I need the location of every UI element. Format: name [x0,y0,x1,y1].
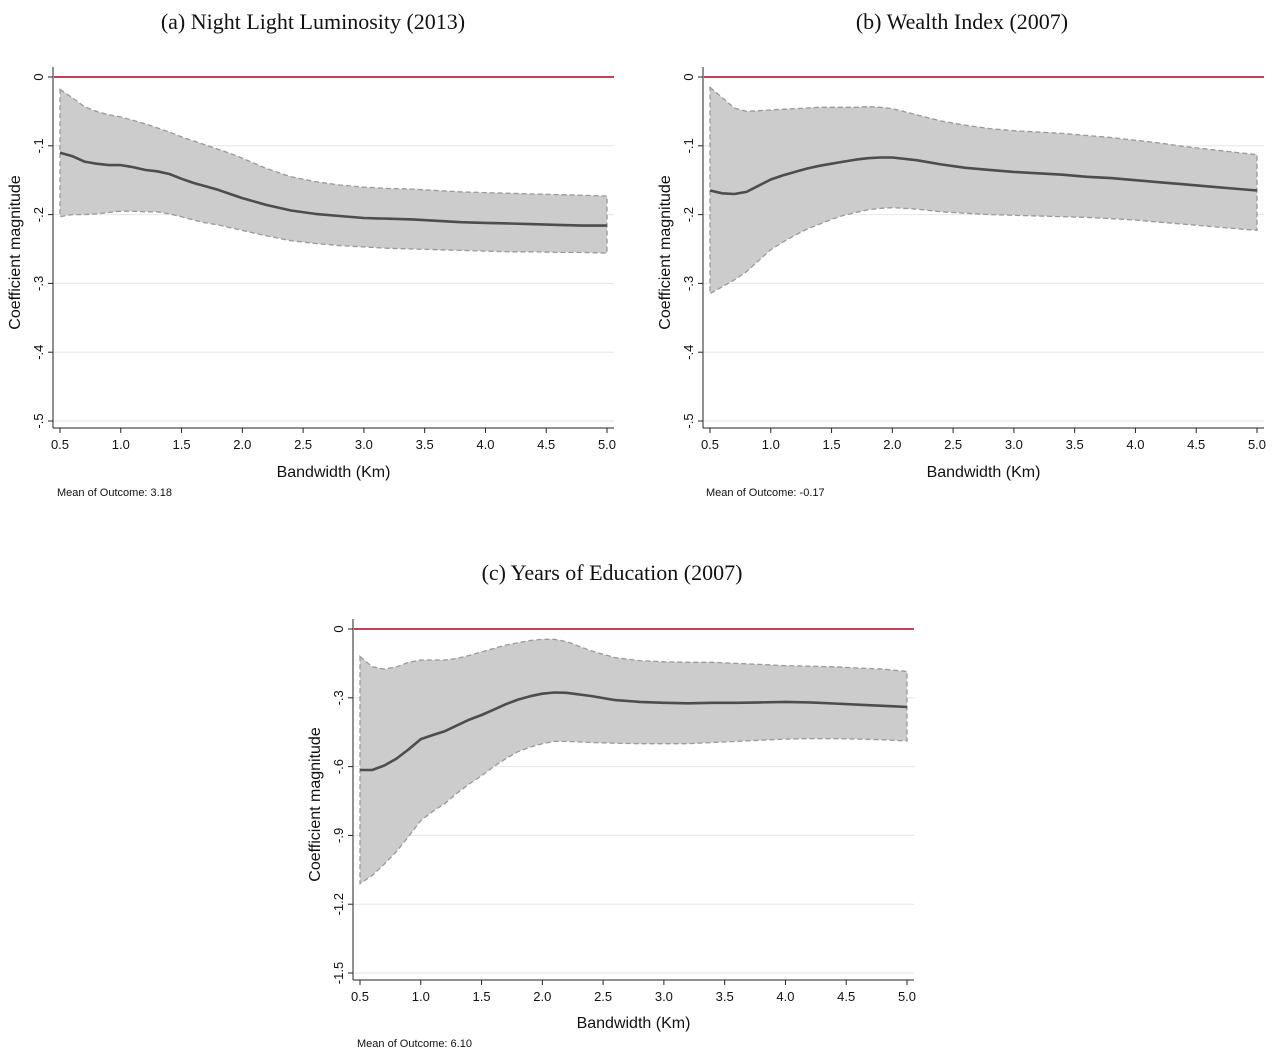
panel-b-y-axis-label: Coefficient magnitude [657,175,674,330]
panel-c-x-tick-label: 1.5 [473,989,491,1004]
panel-a-x-tick-label: 1.0 [112,437,130,452]
panel-b-x-tick-label: 3.0 [1005,437,1023,452]
panel-c-x-tick-label: 0.5 [351,989,369,1004]
panel-a-y-tick-label: -.2 [31,207,46,222]
panel-a-estimate-line [59,151,607,227]
panel-c-x-tick-label: 2.5 [594,989,612,1004]
panel-b-chart: (b) Wealth Index (2007) 0 -.1 -.2 -.3 -.4 -.5 0… [657,9,1266,499]
panel-c-x-tick-label: 1.0 [412,989,430,1004]
panel-a-y-tick-label: -.1 [31,138,46,153]
panel-c-chart: (c) Years of Education (2007) 0 -.3 -.6 -.9 -… [307,560,916,1050]
panel-b-y-tick-label: -.4 [681,345,696,360]
panel-b-x-tick-label: 4.5 [1187,437,1205,452]
panel-c-x-tick-label: 2.0 [533,989,551,1004]
panel-c-estimate-line [360,691,908,772]
panel-a-note: Mean of Outcome: 3.18 [57,487,172,499]
panel-c-y-tick-label: -.3 [331,690,346,705]
panel-a-title: (a) Night Light Luminosity (2013) [161,9,465,34]
panel-b-y-tick-label: -.3 [681,276,696,291]
panel-c-x-tick-label: 4.0 [776,989,794,1004]
panel-c-y-tick-label: -.9 [331,828,346,843]
panel-c-x-axis-label: Bandwidth (Km) [577,1015,691,1032]
panel-c-y-tick-label: -1.5 [331,962,346,984]
panel-b-note: Mean of Outcome: -0.17 [706,487,825,499]
panel-a-x-tick-label: 2.5 [294,437,312,452]
panel-a-x-tick-label: 5.0 [598,437,616,452]
panel-a-y-tick-label: -.4 [31,345,46,360]
panel-a-x-tick-label: 0.5 [51,437,69,452]
panel-c-title: (c) Years of Education (2007) [482,560,743,585]
panel-c-note: Mean of Outcome: 6.10 [357,1038,472,1050]
panel-a-x-tick-label: 4.0 [476,437,494,452]
panel-b-x-tick-label: 1.0 [762,437,780,452]
panel-b-y-tick-label: -.2 [681,207,696,222]
panel-c-y-tick-label: -1.2 [331,893,346,915]
panel-c-x-tick-label: 4.5 [837,989,855,1004]
panel-b-x-tick-label: 0.5 [701,437,719,452]
panel-a-chart: (a) Night Light Luminosity (2013) 0 -.1 -.2… [7,9,616,499]
panel-b-x-tick-label: 3.5 [1066,437,1084,452]
panel-c-y-tick-label: -.6 [331,759,346,774]
panel-b-x-tick-label: 1.5 [823,437,841,452]
panel-b-x-tick-label: 4.0 [1126,437,1144,452]
panel-c-confidence-band [359,638,908,885]
panel-a-y-axis-label: Coefficient magnitude [7,175,24,330]
panel-b-x-axis-label: Bandwidth (Km) [927,464,1041,481]
panel-c-x-tick-label: 5.0 [898,989,916,1004]
panel-b-title: (b) Wealth Index (2007) [856,9,1068,34]
panel-a-y-tick-label: -.5 [31,413,46,428]
panel-a-x-tick-label: 3.5 [416,437,434,452]
panel-c-x-tick-label: 3.0 [655,989,673,1004]
panel-a-x-tick-label: 4.5 [537,437,555,452]
panel-b-y-tick-label: -.5 [681,413,696,428]
panel-b-x-tick-label: 2.0 [883,437,901,452]
panel-b-estimate-line [709,156,1258,196]
panel-a-x-tick-label: 3.0 [355,437,373,452]
panel-b-confidence-band [709,85,1258,295]
panel-b-y-tick-label: 0 [681,73,696,80]
panel-b-x-tick-label: 5.0 [1248,437,1266,452]
panel-b-y-tick-label: -.1 [681,138,696,153]
panel-a-y-tick-label: 0 [31,73,46,80]
panel-a-x-tick-label: 1.5 [173,437,191,452]
panel-c-y-tick-label: 0 [331,625,346,632]
panel-c-x-tick-label: 3.5 [716,989,734,1004]
panel-a-confidence-band [59,88,608,254]
panel-a-y-tick-label: -.3 [31,276,46,291]
panel-b-x-tick-label: 2.5 [944,437,962,452]
panel-a-x-tick-label: 2.0 [233,437,251,452]
panel-c-y-axis-label: Coefficient magnitude [307,727,324,882]
panel-a-x-axis-label: Bandwidth (Km) [277,464,391,481]
